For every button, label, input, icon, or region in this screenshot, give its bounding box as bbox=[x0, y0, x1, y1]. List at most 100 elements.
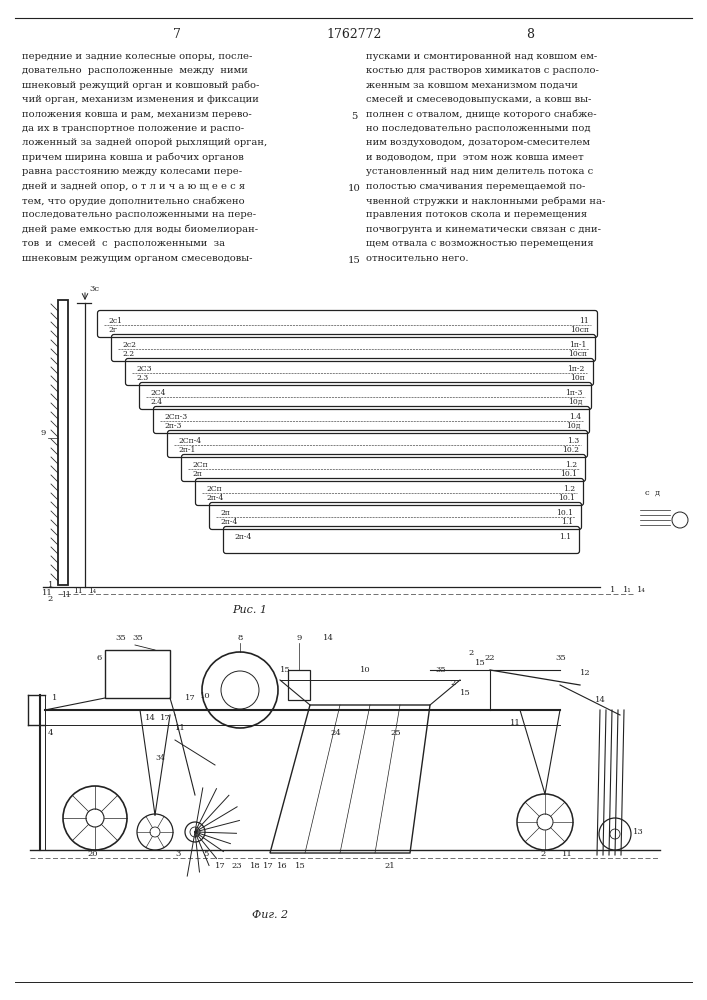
Text: 2п-4: 2п-4 bbox=[220, 518, 238, 526]
Text: 2п-4: 2п-4 bbox=[234, 533, 252, 541]
Text: 11: 11 bbox=[42, 589, 53, 597]
Text: 35: 35 bbox=[435, 666, 445, 674]
Text: Рис. 1: Рис. 1 bbox=[233, 605, 267, 615]
Text: 21: 21 bbox=[385, 862, 395, 870]
Text: 23: 23 bbox=[232, 862, 243, 870]
Text: ложенный за задней опорой рыхлящий орган,: ложенный за задней опорой рыхлящий орган… bbox=[22, 138, 267, 147]
Text: 24: 24 bbox=[330, 729, 341, 737]
Text: установленный над ним делитель потока с: установленный над ним делитель потока с bbox=[366, 167, 593, 176]
Text: полостью смачивания перемещаемой по-: полостью смачивания перемещаемой по- bbox=[366, 182, 585, 191]
Text: 1.2: 1.2 bbox=[565, 461, 577, 469]
Text: 2.4: 2.4 bbox=[150, 398, 162, 406]
Text: 35: 35 bbox=[555, 654, 566, 662]
Text: пусками и смонтированной над ковшом ем-: пусками и смонтированной над ковшом ем- bbox=[366, 52, 597, 61]
Text: 2: 2 bbox=[540, 850, 546, 858]
Text: костью для растворов химикатов с располо-: костью для растворов химикатов с располо… bbox=[366, 66, 599, 75]
Text: 35: 35 bbox=[132, 634, 143, 642]
Text: 10: 10 bbox=[200, 692, 211, 700]
Text: 3: 3 bbox=[175, 850, 180, 858]
Text: 9: 9 bbox=[296, 634, 302, 642]
Text: д: д bbox=[655, 489, 660, 497]
Text: да их в транспортное положение и распо-: да их в транспортное положение и распо- bbox=[22, 124, 244, 133]
Text: 35: 35 bbox=[115, 634, 126, 642]
Text: 14: 14 bbox=[595, 696, 606, 704]
Text: 2: 2 bbox=[468, 649, 473, 657]
Text: 2п-1: 2п-1 bbox=[178, 446, 195, 454]
Text: 2: 2 bbox=[48, 595, 53, 603]
Text: 17: 17 bbox=[160, 714, 171, 722]
Text: 3с: 3с bbox=[89, 285, 99, 293]
Text: 15: 15 bbox=[475, 659, 486, 667]
Text: положения ковша и рам, механизм перево-: положения ковша и рам, механизм перево- bbox=[22, 110, 252, 119]
Text: 2Сп-4: 2Сп-4 bbox=[178, 437, 201, 445]
Text: 6: 6 bbox=[97, 654, 102, 662]
Text: 10сп: 10сп bbox=[570, 326, 589, 334]
Text: 1п-3: 1п-3 bbox=[566, 389, 583, 397]
Text: шнековый режущий орган и ковшовый рабо-: шнековый режущий орган и ковшовый рабо- bbox=[22, 81, 259, 90]
Text: 2С4: 2С4 bbox=[150, 389, 165, 397]
Text: 34: 34 bbox=[155, 754, 165, 762]
Text: 1: 1 bbox=[47, 581, 53, 589]
Text: 15: 15 bbox=[295, 862, 305, 870]
Text: щем отвала с возможностью перемещения: щем отвала с возможностью перемещения bbox=[366, 239, 594, 248]
Text: 2.3: 2.3 bbox=[136, 374, 148, 382]
Text: тем, что орудие дополнительно снабжено: тем, что орудие дополнительно снабжено bbox=[22, 196, 245, 206]
Text: 11: 11 bbox=[579, 317, 589, 325]
Text: 16: 16 bbox=[276, 862, 287, 870]
Text: 1.2: 1.2 bbox=[563, 485, 575, 493]
Text: 1.1: 1.1 bbox=[561, 518, 573, 526]
Text: правления потоков скола и перемещения: правления потоков скола и перемещения bbox=[366, 210, 587, 219]
Text: причем ширина ковша и рабочих органов: причем ширина ковша и рабочих органов bbox=[22, 153, 244, 162]
Text: 2С3: 2С3 bbox=[136, 365, 151, 373]
Text: 14: 14 bbox=[323, 634, 334, 642]
Text: 17: 17 bbox=[215, 862, 226, 870]
Text: 10.1: 10.1 bbox=[560, 470, 577, 478]
Text: относительно него.: относительно него. bbox=[366, 254, 469, 263]
Text: последовательно расположенными на пере-: последовательно расположенными на пере- bbox=[22, 210, 256, 219]
Text: 2Сп-3: 2Сп-3 bbox=[164, 413, 187, 421]
Text: 2с1: 2с1 bbox=[108, 317, 122, 325]
Text: 10: 10 bbox=[360, 666, 370, 674]
Text: тов  и  смесей  с  расположенными  за: тов и смесей с расположенными за bbox=[22, 239, 225, 248]
Bar bbox=[105, 650, 170, 698]
Text: 1₄: 1₄ bbox=[636, 586, 645, 594]
Text: 1₁: 1₁ bbox=[623, 586, 631, 594]
Bar bbox=[58, 300, 68, 585]
Text: 11: 11 bbox=[61, 591, 71, 599]
Text: 1.4: 1.4 bbox=[569, 413, 581, 421]
Text: 2п: 2п bbox=[220, 509, 230, 517]
Text: 1762772: 1762772 bbox=[327, 28, 382, 41]
Text: 8: 8 bbox=[526, 28, 534, 41]
Text: 2Сп: 2Сп bbox=[206, 485, 221, 493]
Text: 1.3: 1.3 bbox=[567, 437, 579, 445]
Text: 2с2: 2с2 bbox=[122, 341, 136, 349]
Text: 2п: 2п bbox=[192, 470, 202, 478]
Text: 5: 5 bbox=[351, 112, 357, 121]
Text: 10.2: 10.2 bbox=[562, 446, 579, 454]
Text: 9: 9 bbox=[40, 429, 46, 437]
Text: 15: 15 bbox=[280, 666, 291, 674]
Text: 1п-1: 1п-1 bbox=[570, 341, 587, 349]
Text: 1.1: 1.1 bbox=[559, 533, 571, 541]
Text: дней и задней опор, о т л и ч а ю щ е е с я: дней и задней опор, о т л и ч а ю щ е е … bbox=[22, 182, 245, 191]
Text: равна расстоянию между колесами пере-: равна расстоянию между колесами пере- bbox=[22, 167, 242, 176]
Text: 17: 17 bbox=[262, 862, 274, 870]
Text: 2п-3: 2п-3 bbox=[164, 422, 182, 430]
Text: 1п-2: 1п-2 bbox=[568, 365, 585, 373]
Text: 10д: 10д bbox=[568, 398, 583, 406]
Text: и водоводом, при  этом нож ковша имеет: и водоводом, при этом нож ковша имеет bbox=[366, 153, 584, 162]
Text: 2п-4: 2п-4 bbox=[206, 494, 223, 502]
Text: 20: 20 bbox=[88, 850, 98, 858]
Text: 11: 11 bbox=[73, 587, 83, 595]
Text: 4: 4 bbox=[48, 729, 54, 737]
Text: 1: 1 bbox=[610, 586, 616, 594]
Text: дней раме емкостью для воды биомелиоран-: дней раме емкостью для воды биомелиоран- bbox=[22, 225, 258, 234]
Text: 7: 7 bbox=[173, 28, 181, 41]
Text: смесей и смесеводовыпусками, а ковш вы-: смесей и смесеводовыпусками, а ковш вы- bbox=[366, 95, 591, 104]
Text: 13: 13 bbox=[633, 828, 644, 836]
Text: 1: 1 bbox=[52, 694, 57, 702]
Text: 2Сп: 2Сп bbox=[192, 461, 208, 469]
Text: 1₄: 1₄ bbox=[88, 587, 96, 595]
Text: 2г: 2г bbox=[108, 326, 117, 334]
Text: полнен с отвалом, днище которого снабже-: полнен с отвалом, днище которого снабже- bbox=[366, 110, 597, 119]
